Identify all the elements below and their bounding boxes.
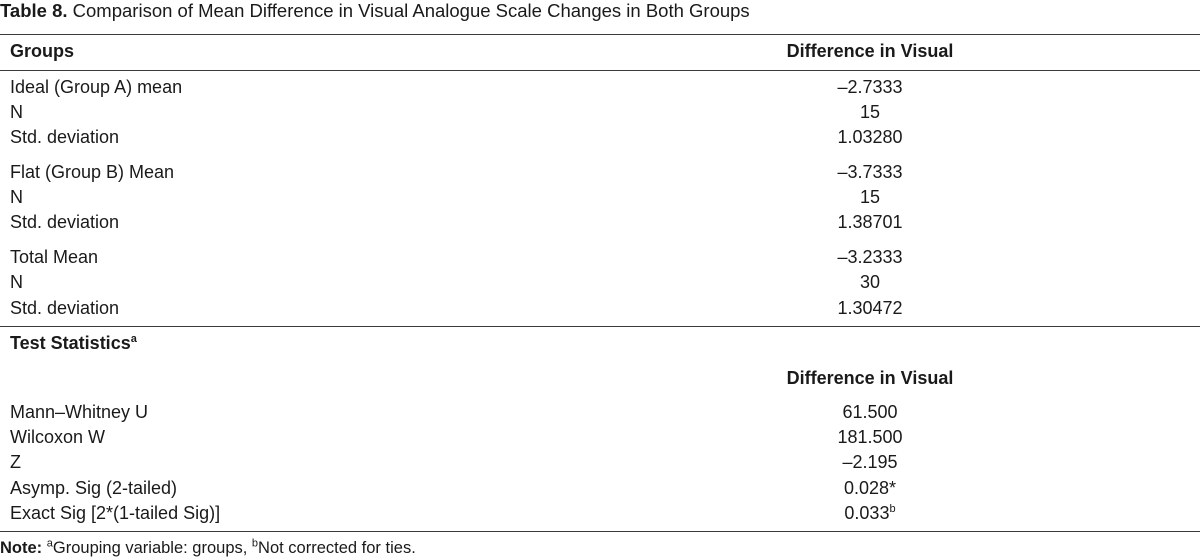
row-label: Exact Sig [2*(1-tailed Sig)] xyxy=(10,503,221,523)
table-row: Std. deviation 1.38701 xyxy=(0,210,1200,235)
row-value: –2.195 xyxy=(842,452,898,472)
difference-header: Difference in Visual xyxy=(786,368,954,388)
row-label: N xyxy=(10,272,23,292)
table-title: Comparison of Mean Difference in Visual … xyxy=(67,0,750,21)
row-value: 15 xyxy=(859,187,881,207)
test-statistics-header: Difference in Visual xyxy=(0,366,1200,391)
footnote-marker: b xyxy=(889,503,896,515)
bottom-rule xyxy=(0,531,1200,532)
row-value: –3.2333 xyxy=(837,247,903,267)
row-label: Z xyxy=(10,452,21,472)
row-label: N xyxy=(10,187,23,207)
table-row: N 15 xyxy=(0,185,1200,210)
row-value: –3.7333 xyxy=(837,162,903,182)
row-value: –2.7333 xyxy=(837,77,903,97)
row-label: Total Mean xyxy=(10,247,99,267)
table-row: Flat (Group B) Mean –3.7333 xyxy=(0,160,1200,185)
footnote-marker: b xyxy=(251,537,259,550)
note-label: Note: xyxy=(0,539,43,557)
table-row: Exact Sig [2*(1-tailed Sig)] 0.033b xyxy=(0,501,1200,526)
header-rule xyxy=(0,70,1200,71)
row-value: 0.033 xyxy=(844,503,890,523)
row-value: 181.500 xyxy=(837,427,903,447)
row-value: 1.38701 xyxy=(837,212,903,232)
row-label: Asymp. Sig (2-tailed) xyxy=(10,478,178,498)
table-row: Ideal (Group A) mean –2.7333 xyxy=(0,75,1200,100)
row-value: 30 xyxy=(859,272,881,292)
row-label: Wilcoxon W xyxy=(10,427,106,447)
row-value: 1.03280 xyxy=(837,127,903,147)
top-rule xyxy=(0,34,1200,35)
row-label: Ideal (Group A) mean xyxy=(10,77,183,97)
row-label: N xyxy=(10,102,23,122)
row-label: Std. deviation xyxy=(10,212,120,232)
row-label: Mann–Whitney U xyxy=(10,402,149,422)
footnote-marker: a xyxy=(130,333,137,345)
test-statistics-label: Test Statistics xyxy=(10,333,131,353)
table-row: Wilcoxon W 181.500 xyxy=(0,425,1200,450)
row-label: Std. deviation xyxy=(10,298,120,318)
table-row: Std. deviation 1.03280 xyxy=(0,125,1200,150)
row-label: Std. deviation xyxy=(10,127,120,147)
note-text: Grouping variable: groups, xyxy=(52,539,252,557)
row-value: 0.028* xyxy=(843,478,897,498)
note-text: Not corrected for ties. xyxy=(258,539,416,557)
table-row: Total Mean –3.2333 xyxy=(0,245,1200,270)
table-row: N 15 xyxy=(0,100,1200,125)
row-value: 1.30472 xyxy=(837,298,903,318)
table-row: Std. deviation 1.30472 xyxy=(0,296,1200,321)
table-row: Mann–Whitney U 61.500 xyxy=(0,400,1200,425)
test-statistics-title: Test Statisticsa xyxy=(0,331,1200,356)
table-row: Asymp. Sig (2-tailed) 0.028* xyxy=(0,476,1200,501)
descriptives-header: Groups Difference in Visual xyxy=(0,39,1200,64)
table-row: N 30 xyxy=(0,270,1200,295)
table-number: Table 8. xyxy=(0,0,68,21)
table-caption: Table 8. Comparison of Mean Difference i… xyxy=(0,0,750,26)
table-row: Z –2.195 xyxy=(0,450,1200,475)
row-value: 15 xyxy=(859,102,881,122)
table-note: Note: aGrouping variable: groups, bNot c… xyxy=(0,536,416,560)
footnote-marker: a xyxy=(46,537,53,550)
difference-header: Difference in Visual xyxy=(786,41,954,61)
section-rule xyxy=(0,326,1200,327)
groups-header: Groups xyxy=(10,41,75,61)
row-label: Flat (Group B) Mean xyxy=(10,162,175,182)
row-value: 61.500 xyxy=(842,402,898,422)
